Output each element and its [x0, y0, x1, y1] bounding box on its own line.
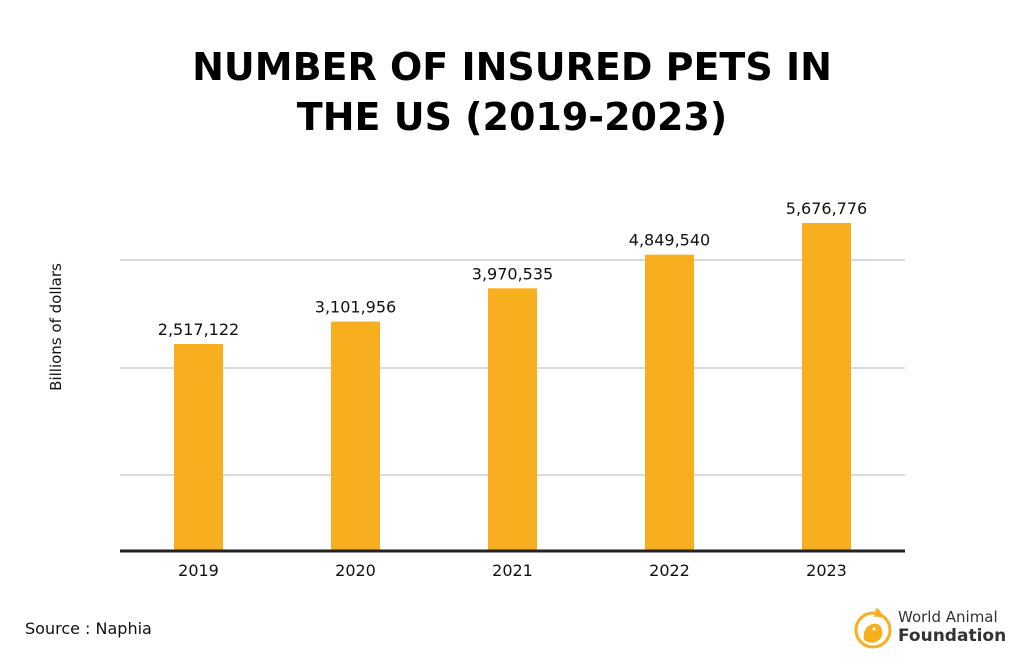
logo-text-line-1: World Animal: [898, 608, 998, 626]
bar-2021: [488, 288, 537, 551]
world-animal-foundation-logo: World Animal Foundation: [852, 604, 1022, 652]
x-tick-label-2023: 2023: [806, 561, 847, 580]
data-label-2023: 5,676,776: [786, 199, 867, 218]
logo-text-line-2: Foundation: [898, 626, 1007, 646]
bar-2020: [331, 321, 380, 551]
y-axis-label: Billions of dollars: [47, 263, 65, 391]
x-tick-label-2022: 2022: [649, 561, 690, 580]
chart-title-line-1: NUMBER OF INSURED PETS IN: [192, 45, 832, 89]
data-label-2021: 3,970,535: [472, 264, 553, 283]
data-label-2019: 2,517,122: [158, 320, 239, 339]
bar-2019: [174, 343, 223, 551]
chart-title: NUMBER OF INSURED PETS IN THE US (2019-2…: [0, 42, 1024, 142]
chart-title-line-2: THE US (2019-2023): [296, 95, 728, 139]
x-tick-label-2020: 2020: [335, 561, 376, 580]
x-tick-label-2021: 2021: [492, 561, 533, 580]
x-tick-label-2019: 2019: [178, 561, 219, 580]
bar-2023: [802, 222, 851, 551]
bar-2022: [645, 254, 694, 552]
data-label-2020: 3,101,956: [315, 298, 396, 317]
source-note: Source : Naphia: [25, 619, 152, 638]
paw-dog-logo-icon: [854, 608, 892, 649]
data-label-2022: 4,849,540: [629, 231, 710, 250]
